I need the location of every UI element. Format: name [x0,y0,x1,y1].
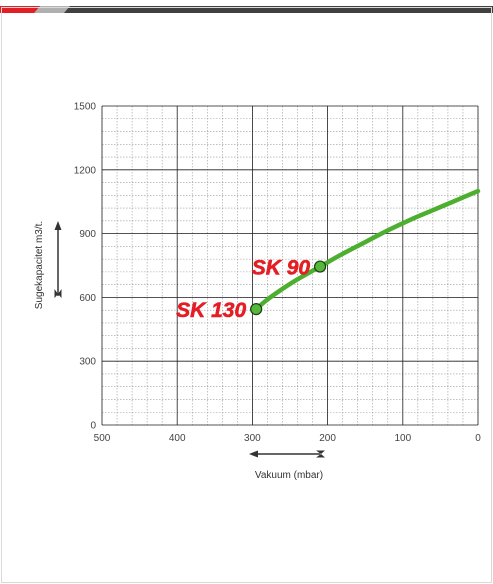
y-tick-label: 900 [79,229,96,240]
x-tick-label: 200 [319,433,336,444]
content-frame [1,7,492,583]
y-tick-labels: 0 300 600 900 1200 1500 [74,102,97,432]
data-points [250,260,327,316]
x-tick-label: 0 [475,433,481,444]
x-axis-label: Vakuum (mbar) [255,470,323,481]
x-tick-label: 300 [244,433,261,444]
x-tick-label: 500 [94,433,111,444]
y-axis-arrow [54,221,62,298]
grid-major [101,105,479,426]
x-tick-label: 100 [394,433,411,444]
x-tick-label: 400 [169,433,186,444]
series-group [253,188,481,312]
y-tick-label: 300 [79,357,96,368]
annotation-label: SK 130 [176,299,246,322]
y-tick-label: 0 [90,421,96,432]
y-tick-label: 1500 [74,102,97,113]
y-tick-label: 1200 [74,165,97,176]
x-axis-arrow [249,450,325,458]
header-bar-dark [0,6,493,13]
y-tick-label: 600 [79,293,96,304]
y-axis-label: Sugekapacitet m3/t. [34,221,45,309]
annotation-label: SK 90 [252,257,311,280]
data-point [313,260,327,273]
data-point [250,302,263,316]
series-line [253,188,481,312]
annotations: SK 90 SK 130 [176,256,311,322]
x-tick-labels: 500 400 300 200 100 0 [94,433,482,444]
